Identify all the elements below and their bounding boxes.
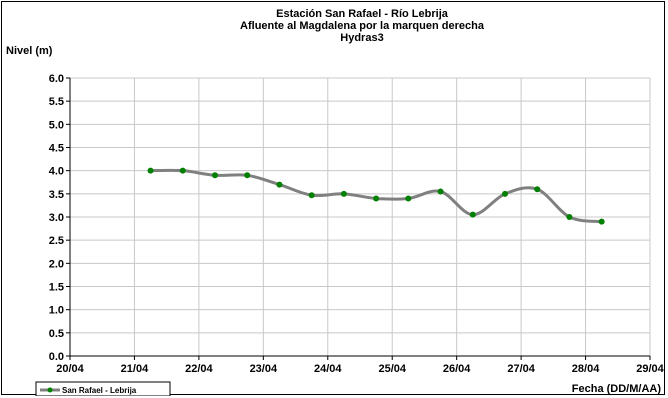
chart-title: Estación San Rafael - Río Lebrija Afluen… [240,8,485,44]
x-tick-label: 23/04 [250,363,278,375]
y-tick-label: 1.5 [49,282,64,294]
y-tick-label: 5.5 [49,96,64,108]
y-tick-label: 3.0 [49,212,64,224]
data-point [534,186,541,193]
y-tick-labels: 0.0 0.5 1.0 1.5 2.0 2.5 3.0 3.5 4.0 4.5 5.0 5.5 6.0 [49,73,64,363]
y-tick-label: 3.5 [49,189,64,201]
x-tick-labels: 20/04 21/04 22/04 23/04 24/04 25/04 26/04 27/04… [56,363,664,375]
y-tick-label: 2.5 [49,235,64,247]
data-point [147,167,154,174]
chart-title-line-3: Hydras3 [340,32,383,44]
y-tick-label: 0.5 [49,328,64,340]
x-tick-label: 21/04 [121,363,149,375]
x-tick-label: 28/04 [572,363,600,375]
y-tick-label: 4.5 [49,143,64,155]
x-tick-label: 25/04 [378,363,406,375]
data-point [566,214,573,220]
data-point [276,181,283,188]
axes [66,77,651,360]
data-point [212,172,218,179]
series-layer [147,167,605,225]
data-point [598,218,605,225]
chart-title-line-1: Estación San Rafael - Río Lebrija [276,8,449,20]
y-tick-label: 2.0 [49,258,64,270]
data-point [437,188,444,195]
data-point [340,190,347,197]
data-point [244,172,251,179]
legend: San Rafael - Lebrija [35,381,171,396]
data-point [469,211,476,218]
data-point [179,167,186,174]
x-tick-label: 29/04 [636,363,664,375]
y-tick-label: 1.0 [49,305,64,317]
legend-marker-swatch [47,387,53,393]
legend-label: San Rafael - Lebrija [62,386,137,395]
data-point [405,195,412,202]
y-tick-label: 4.0 [49,166,64,178]
chart-title-line-2: Afluente al Magdalena por la marquen der… [240,20,485,32]
x-axis-label: Fecha (DD/M/AA) [572,383,662,395]
x-tick-label: 20/04 [56,363,84,375]
legend-box [35,381,171,396]
data-point [308,192,315,199]
x-tick-label: 24/04 [314,363,342,375]
data-point [502,190,508,197]
y-tick-label: 0.0 [49,351,64,363]
data-point [373,195,380,202]
y-tick-label: 5.0 [49,119,64,131]
x-tick-label: 27/04 [507,363,535,375]
x-tick-label: 26/04 [443,363,471,375]
x-tick-label: 22/04 [185,363,213,375]
y-tick-label: 6.0 [49,73,64,85]
y-axis-label: Nivel (m) [6,45,53,57]
